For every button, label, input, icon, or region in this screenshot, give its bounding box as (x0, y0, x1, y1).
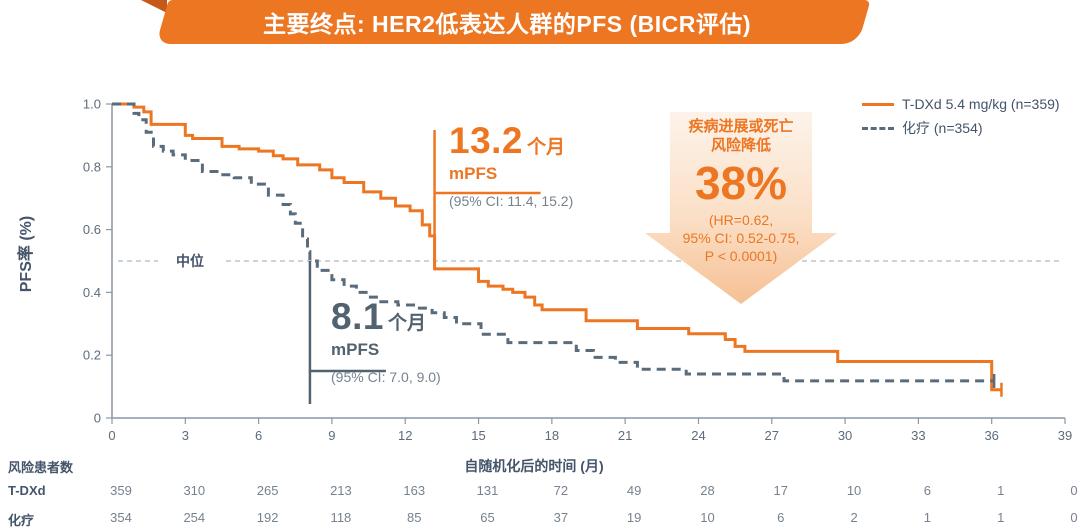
risk-count: 0 (1070, 483, 1078, 498)
x-tick-label: 33 (911, 428, 925, 443)
risk-count: 10 (700, 510, 715, 525)
risk-count: 1 (923, 510, 931, 525)
risk-table-header: 风险患者数 (8, 460, 74, 475)
risk-count: 354 (110, 510, 132, 525)
x-tick-label: 9 (328, 428, 335, 443)
x-tick-label: 3 (182, 428, 189, 443)
risk-reduction-text: 疾病进展或死亡 风险降低 38% (HR=0.62, 95% CI: 0.52-… (645, 118, 837, 266)
y-tick-label: 1.0 (83, 97, 101, 112)
median-label-bg (158, 251, 222, 271)
y-tick-label: 0.2 (83, 348, 101, 363)
chemo-mpfs-label: mPFS (331, 340, 380, 359)
risk-count: 6 (777, 510, 785, 525)
page-title: 主要终点: HER2低表达人群的PFS (BICR评估) (262, 11, 752, 37)
y-tick-label: 0.6 (83, 222, 101, 237)
arrow-line1: 疾病进展或死亡 (688, 118, 794, 135)
tdxd-median-value: 13.2 (449, 120, 524, 161)
x-tick-label: 6 (255, 428, 262, 443)
risk-row-label-tdxd: T-DXd (8, 483, 46, 498)
risk-count: 254 (183, 510, 206, 525)
y-tick-label: 0.4 (83, 285, 101, 300)
tdxd-km-curve (112, 102, 1002, 392)
tdxd-line-swatch-icon (862, 102, 894, 106)
risk-count: 265 (256, 483, 279, 498)
risk-count: 65 (480, 510, 495, 525)
chemo-median-unit: 个月 (387, 313, 426, 334)
x-tick-label: 12 (398, 428, 412, 443)
risk-count: 19 (626, 510, 642, 525)
x-tick-label: 18 (545, 428, 559, 443)
risk-count: 163 (403, 483, 426, 498)
median-label: 中位 (176, 253, 204, 269)
risk-count: 72 (553, 483, 569, 498)
risk-count: 118 (330, 510, 352, 525)
tdxd-mpfs-label: mPFS (449, 164, 498, 183)
risk-count: 6 (923, 483, 931, 498)
risk-count: 85 (406, 510, 422, 525)
risk-count: 2 (850, 510, 858, 525)
risk-count: 213 (330, 483, 352, 498)
y-tick-label: 0.8 (83, 159, 101, 174)
tdxd-median-unit: 个月 (527, 137, 566, 158)
risk-count: 10 (846, 483, 862, 498)
risk-count: 192 (256, 510, 279, 525)
risk-count: 1 (997, 510, 1005, 525)
arrow-line2: 风险降低 (710, 136, 771, 154)
risk-count: 37 (553, 510, 569, 525)
x-axis-title: 自随机化后的时间 (月) (464, 458, 604, 474)
tdxd-median-ci: (95% CI: 11.4, 15.2) (449, 193, 574, 209)
legend: T-DXd 5.4 mg/kg (n=359) 化疗 (n=354) (862, 92, 1060, 140)
y-tick-label: 0 (94, 411, 101, 426)
x-tick-label: 30 (838, 428, 852, 443)
legend-item-tdxd: T-DXd 5.4 mg/kg (n=359) (862, 92, 1060, 116)
x-tick-label: 0 (108, 428, 115, 443)
arrow-ci: 95% CI: 0.52-0.75, (682, 230, 800, 247)
chemo-median-annotation: 8.1 个月 mPFS (95% CI: 7.0, 9.0) (331, 298, 441, 384)
risk-count: 28 (700, 483, 715, 498)
risk-count: 310 (183, 483, 206, 498)
chemo-median-value: 8.1 (331, 296, 384, 337)
chemo-median-ci: (95% CI: 7.0, 9.0) (331, 369, 441, 385)
risk-count: 359 (110, 483, 132, 498)
risk-count: 1 (997, 483, 1005, 498)
x-tick-label: 15 (471, 428, 485, 443)
legend-label-tdxd: T-DXd 5.4 mg/kg (n=359) (902, 96, 1060, 112)
tdxd-median-annotation: 13.2 个月 mPFS (95% CI: 11.4, 15.2) (449, 122, 573, 208)
y-axis-title: PFS率 (%) (18, 215, 35, 293)
risk-count: 131 (476, 483, 499, 498)
x-tick-label: 27 (765, 428, 779, 443)
legend-item-chemo: 化疗 (n=354) (862, 116, 1060, 140)
x-tick-label: 39 (1058, 428, 1072, 443)
risk-count: 0 (1070, 510, 1078, 525)
arrow-pvalue: P < 0.0001) (704, 248, 778, 265)
risk-row-label-chemo: 化疗 (8, 513, 35, 528)
chemo-km-curve (112, 102, 995, 383)
arrow-percent: 38% (694, 156, 788, 209)
chemo-line-swatch-icon (862, 126, 894, 130)
legend-label-chemo: 化疗 (n=354) (902, 120, 983, 136)
risk-count: 49 (626, 483, 642, 498)
x-tick-label: 24 (691, 428, 705, 443)
arrow-hr: (HR=0.62, (708, 212, 774, 229)
x-tick-label: 36 (984, 428, 998, 443)
risk-count: 17 (773, 483, 788, 498)
x-tick-label: 21 (618, 428, 632, 443)
